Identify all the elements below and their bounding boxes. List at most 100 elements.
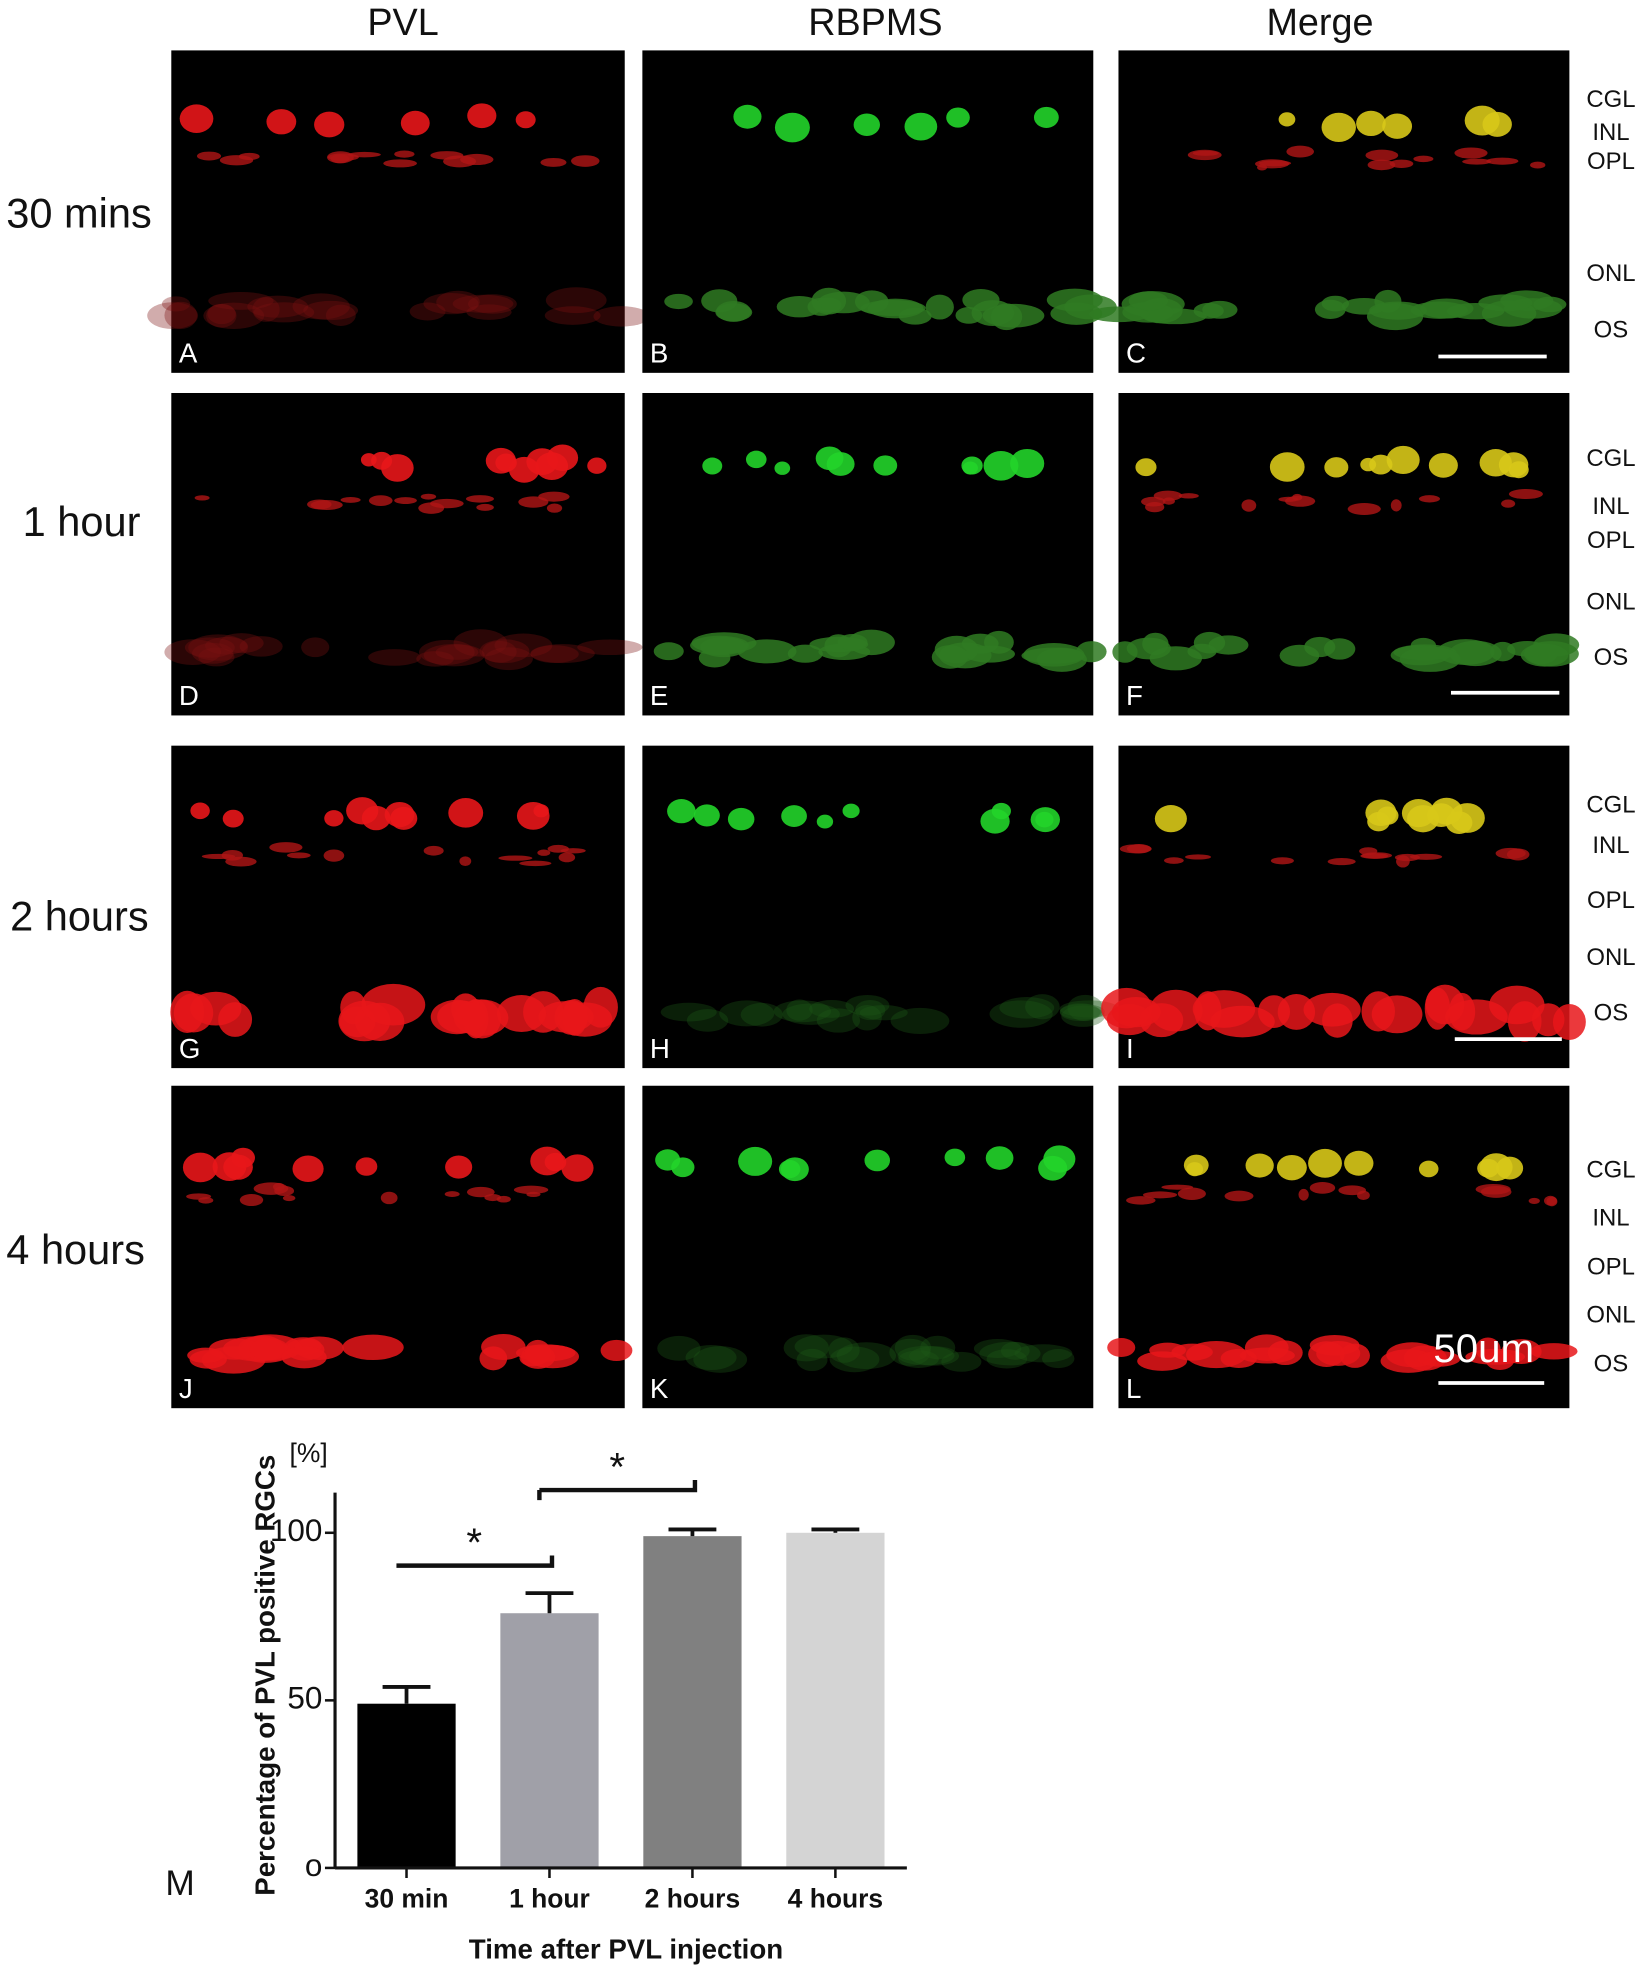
opl-signal	[1126, 1196, 1156, 1205]
os-signal	[660, 1002, 717, 1022]
layer-label: ONL	[1586, 1302, 1635, 1329]
layer-label: INL	[1592, 832, 1629, 859]
layer-label: CGL	[1586, 445, 1635, 472]
os-signal	[1399, 646, 1461, 672]
os-signal	[479, 639, 530, 664]
layer-label: CGL	[1586, 1157, 1635, 1184]
os-signal	[776, 296, 822, 318]
os-signal	[562, 998, 588, 1036]
cell	[1269, 452, 1305, 482]
opl-signal	[323, 849, 345, 862]
significance-bracket	[537, 1479, 698, 1501]
opl-signal	[547, 844, 569, 853]
os-signal	[1059, 1003, 1105, 1020]
os-signal	[1014, 1344, 1073, 1363]
os-signal	[786, 999, 813, 1021]
cell	[314, 111, 345, 138]
opl-signal	[1530, 161, 1546, 169]
os-signal	[583, 986, 618, 1028]
os-signal	[520, 1345, 556, 1369]
layer-label: ONL	[1586, 944, 1635, 971]
os-signal	[855, 1000, 886, 1021]
opl-signal	[537, 849, 551, 856]
os-signal	[1000, 1341, 1030, 1360]
opl-signal	[1270, 857, 1294, 865]
y-tick-label: o	[305, 1848, 323, 1883]
micrograph-signal	[147, 103, 650, 330]
cell	[384, 801, 415, 828]
y-axis-title: Percentage of PVL positive RGCs	[249, 1455, 280, 1896]
os-signal	[1323, 638, 1356, 660]
cell	[853, 113, 880, 136]
opl-signal	[1224, 1190, 1254, 1202]
os-signal	[989, 1000, 1053, 1028]
cell	[1428, 452, 1458, 478]
cell	[781, 805, 807, 828]
cell	[1367, 812, 1390, 832]
cell	[1035, 811, 1054, 828]
os-signal	[1371, 995, 1423, 1034]
opl-signal	[394, 497, 417, 505]
os-signal	[468, 294, 517, 314]
micrograph	[171, 50, 625, 373]
cell	[1477, 1158, 1500, 1178]
opl-signal	[1454, 147, 1488, 159]
os-signal	[1149, 1342, 1187, 1358]
cell	[873, 455, 898, 476]
cell	[467, 103, 497, 129]
cell	[1344, 1150, 1374, 1176]
opl-signal	[1528, 1197, 1540, 1204]
opl-signal	[330, 154, 350, 164]
row-label: 30 mins	[6, 190, 151, 237]
os-signal	[897, 1345, 955, 1366]
os-signal	[1303, 992, 1361, 1027]
opl-signal	[1347, 503, 1381, 515]
os-signal	[653, 642, 684, 661]
cell	[738, 1146, 773, 1176]
column-header: PVL	[367, 2, 438, 44]
opl-signal	[1462, 158, 1492, 165]
opl-signal	[282, 1195, 296, 1202]
cell	[1382, 113, 1413, 139]
opl-signal	[546, 503, 563, 513]
os-signal	[147, 302, 199, 330]
os-signal	[657, 1335, 701, 1361]
opl-signal	[1418, 495, 1441, 503]
opl-signal	[1184, 854, 1212, 860]
opl-signal	[1241, 499, 1257, 512]
os-signal	[292, 293, 350, 320]
cell	[561, 1154, 594, 1182]
os-signal	[971, 300, 1015, 326]
opl-signal	[347, 151, 381, 158]
os-signal	[740, 1002, 783, 1027]
cell	[448, 798, 484, 828]
os-signal	[1193, 302, 1224, 319]
opl-signal	[269, 842, 303, 853]
cell	[904, 112, 938, 141]
os-signal	[837, 634, 868, 651]
os-signal	[239, 636, 283, 657]
opl-signal	[526, 1191, 541, 1198]
cell	[508, 456, 540, 483]
cell	[774, 112, 810, 143]
os-signal	[1279, 644, 1320, 667]
cell	[774, 461, 791, 475]
os-signal	[828, 1337, 860, 1363]
opl-signal	[420, 493, 437, 500]
row-label: 2 hours	[10, 892, 149, 939]
os-signal	[409, 302, 446, 321]
os-signal	[436, 290, 480, 314]
cell	[515, 111, 536, 129]
opl-signal	[1292, 493, 1303, 501]
cell	[1418, 1160, 1439, 1178]
os-signal	[577, 639, 643, 656]
os-signal	[481, 640, 517, 663]
os-signal	[845, 994, 890, 1016]
os-signal	[1050, 302, 1103, 325]
micrograph-signal	[1101, 797, 1586, 1042]
cell	[445, 1155, 473, 1179]
cell	[222, 809, 244, 828]
os-signal	[207, 303, 236, 325]
cell	[733, 104, 762, 129]
